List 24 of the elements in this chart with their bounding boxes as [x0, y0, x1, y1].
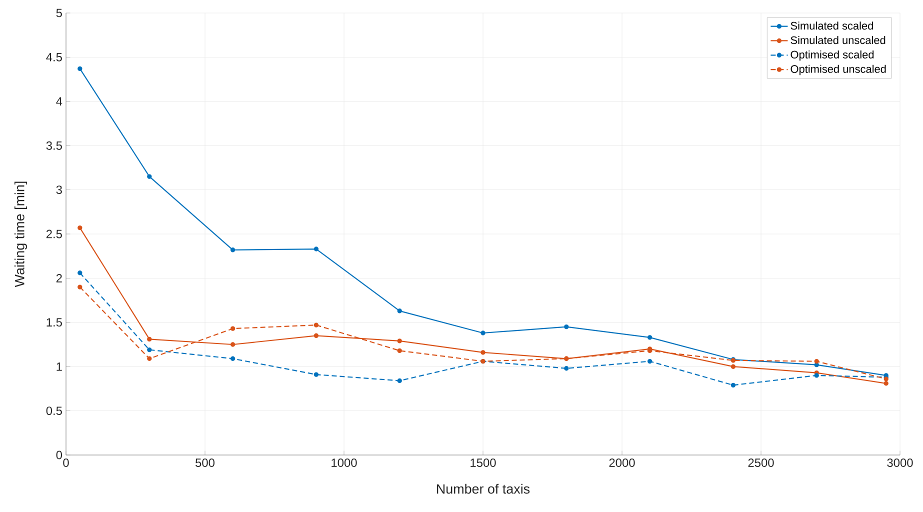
y-tick-label: 0	[56, 450, 62, 460]
legend-label: Simulated unscaled	[790, 36, 886, 44]
x-tick-label: 2000	[609, 458, 635, 467]
y-tick-label: 3	[56, 186, 62, 194]
x-tick-label: 3000	[887, 458, 913, 467]
x-tick-label: 1500	[470, 458, 496, 467]
y-tick-label: 0.5	[46, 406, 62, 416]
x-tick-label: 500	[196, 458, 215, 467]
y-tick-label: 2.5	[46, 230, 62, 238]
y-tick-label: 3.5	[46, 141, 62, 150]
legend-label: Optimised scaled	[790, 50, 874, 61]
y-tick-label: 4	[56, 97, 62, 106]
y-tick-label: 2	[56, 274, 62, 282]
legend-label: Optimised unscaled	[790, 64, 886, 76]
y-tick-label: 1.5	[46, 318, 62, 327]
x-tick-label: 0	[63, 458, 69, 467]
y-tick-label: 4.5	[46, 53, 62, 62]
x-axis-title: Number of taxis	[437, 484, 530, 494]
y-axis-title: Waiting time [min]	[14, 182, 28, 288]
x-tick-label: 1000	[332, 458, 357, 467]
y-tick-label: 1	[56, 362, 62, 371]
legend-label: Simulated scaled	[790, 22, 873, 30]
x-tick-label: 2500	[748, 458, 774, 467]
y-tick-label: 5	[56, 8, 62, 18]
